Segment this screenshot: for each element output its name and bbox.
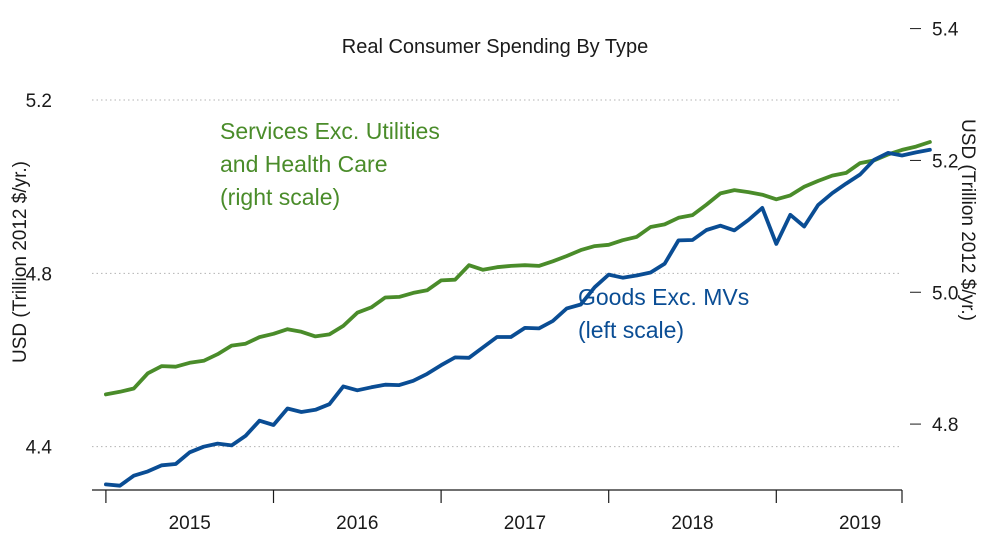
series-lines bbox=[104, 140, 932, 488]
x-tick-label-2018: 2018 bbox=[671, 513, 713, 534]
gridlines bbox=[92, 99, 902, 448]
services-series-line bbox=[104, 140, 932, 397]
left-tick-label: 4.8 bbox=[26, 264, 52, 285]
services-annotation-line1: Services Exc. Utilities bbox=[220, 118, 440, 144]
goods-annotation-line2: (left scale) bbox=[578, 317, 684, 343]
right-tick-label: 5.2 bbox=[932, 151, 958, 172]
axes bbox=[92, 28, 921, 503]
x-tick-label-2015: 2015 bbox=[169, 513, 211, 534]
tick-labels: 4.4 4.8 5.2 4.8 5.0 5.2 5.4 2015 2016 2017 2018 201… bbox=[26, 20, 959, 534]
right-tick-label: 5.0 bbox=[932, 283, 958, 304]
services-annotation-line2: and Health Care bbox=[220, 151, 388, 177]
chart-title: Real Consumer Spending By Type bbox=[342, 36, 648, 58]
x-tick-label-2017: 2017 bbox=[504, 513, 546, 534]
x-tick-label-2016: 2016 bbox=[336, 513, 378, 534]
goods-annotation-line1: Goods Exc. MVs bbox=[578, 284, 749, 310]
left-axis-label: USD (Trillion 2012 $/yr.) bbox=[10, 161, 31, 363]
right-tick-label: 4.8 bbox=[932, 415, 958, 436]
x-tick-label-2019: 2019 bbox=[839, 513, 881, 534]
services-annotation-line3: (right scale) bbox=[220, 184, 340, 210]
right-tick-label: 5.4 bbox=[932, 20, 959, 41]
goods-series-line bbox=[104, 147, 932, 488]
left-tick-label: 4.4 bbox=[26, 438, 53, 459]
right-axis-label: USD (Trillion 2012 $/yr.) bbox=[957, 119, 978, 321]
left-tick-label: 5.2 bbox=[26, 91, 52, 112]
